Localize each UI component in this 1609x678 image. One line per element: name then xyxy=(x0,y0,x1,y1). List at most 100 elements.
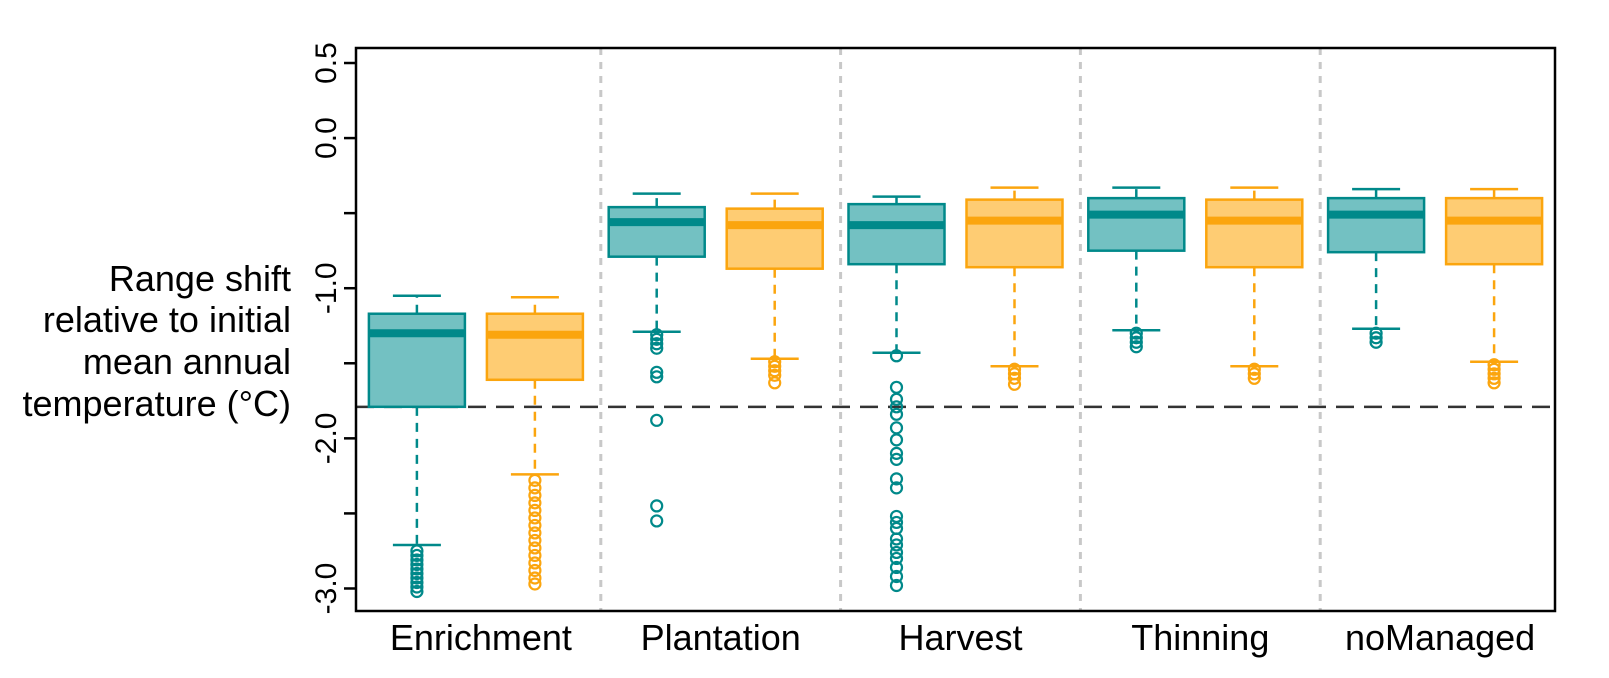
outlier-point xyxy=(1129,326,1143,340)
box-iqr xyxy=(1205,198,1304,269)
outlier-point xyxy=(889,421,904,435)
outlier-point xyxy=(410,553,424,567)
outlier-point xyxy=(1369,335,1383,349)
outlier-point xyxy=(889,400,904,414)
outlier-point xyxy=(889,532,904,546)
outlier-point xyxy=(1487,371,1501,385)
outlier-point xyxy=(1487,358,1501,372)
boxes xyxy=(367,186,1544,599)
outlier-point xyxy=(1007,377,1022,391)
outlier-point xyxy=(528,556,542,570)
outlier-point xyxy=(889,349,904,363)
x-category-label: noManaged xyxy=(1345,617,1535,658)
outlier-point xyxy=(889,481,904,495)
y-tick-label: -2.0 xyxy=(310,412,343,464)
box-iqr xyxy=(965,198,1064,269)
outlier-point xyxy=(1129,335,1143,349)
outlier-point xyxy=(528,571,542,585)
outlier-point xyxy=(650,514,664,528)
box-iqr xyxy=(607,205,706,258)
box-orange-4 xyxy=(1444,187,1544,390)
outlier-point xyxy=(889,433,904,447)
y-tick-label: 0.5 xyxy=(310,42,343,84)
box-iqr xyxy=(1444,196,1544,266)
outlier-point xyxy=(650,370,664,384)
outlier-point xyxy=(1487,376,1501,390)
outlier-point xyxy=(528,548,542,563)
outlier-point xyxy=(1129,340,1143,354)
outlier-point xyxy=(889,407,904,421)
y-axis-label: Range shift relative to initial mean annua… xyxy=(23,258,291,424)
outlier-point xyxy=(650,365,664,379)
outlier-point xyxy=(410,571,424,585)
outlier-point xyxy=(889,452,904,466)
outlier-point xyxy=(528,496,542,510)
box-teal-3 xyxy=(1087,186,1186,354)
outlier-point xyxy=(410,562,424,576)
outlier-point xyxy=(1487,367,1501,381)
outlier-point xyxy=(889,515,904,530)
box-teal-2 xyxy=(847,195,946,593)
box-teal-0 xyxy=(367,294,467,599)
outlier-point xyxy=(410,544,424,558)
y-tick-label: -3.0 xyxy=(310,563,343,615)
outlier-point xyxy=(650,332,664,346)
outlier-point xyxy=(528,518,542,533)
x-axis: Enrichment Plantation Harvest Thinning noMan… xyxy=(390,617,1535,658)
x-category-label: Thinning xyxy=(1131,617,1269,658)
outlier-point xyxy=(889,551,904,566)
outlier-point xyxy=(650,337,664,351)
outlier-point xyxy=(410,566,424,581)
box-orange-0 xyxy=(485,295,585,591)
category-separators xyxy=(599,48,1322,611)
outlier-point xyxy=(528,533,542,548)
outlier-point xyxy=(650,328,664,342)
outlier-point xyxy=(889,545,904,560)
outlier-point xyxy=(889,560,904,575)
y-tick-label: 0.0 xyxy=(310,117,343,159)
outlier-point xyxy=(528,473,542,487)
outlier-point xyxy=(889,578,904,593)
x-category-label: Plantation xyxy=(641,617,801,658)
box-teal-1 xyxy=(607,192,706,528)
outlier-point xyxy=(768,359,782,373)
outlier-point xyxy=(528,503,542,518)
outlier-point xyxy=(889,538,904,552)
outlier-point xyxy=(1369,326,1383,340)
box-orange-3 xyxy=(1205,186,1304,385)
outlier-point xyxy=(768,355,782,369)
box-iqr xyxy=(1326,196,1426,254)
outlier-point xyxy=(1007,371,1022,385)
outlier-point xyxy=(1369,331,1383,345)
y-tick-label: -1.0 xyxy=(310,262,343,314)
y-axis: 0.5 0.0 -1.0 -2.0 -3.0 xyxy=(310,42,356,614)
outlier-point xyxy=(1247,362,1261,376)
x-category-label: Harvest xyxy=(898,617,1022,658)
outlier-point xyxy=(528,541,542,555)
outlier-point xyxy=(1129,331,1143,345)
outlier-point xyxy=(768,376,782,390)
outlier-point xyxy=(1007,362,1022,376)
outlier-point xyxy=(528,488,542,502)
outlier-point xyxy=(528,577,542,591)
outlier-point xyxy=(410,575,424,590)
outlier-point xyxy=(410,557,424,572)
box-orange-1 xyxy=(725,192,824,390)
outlier-point xyxy=(768,368,782,382)
y-axis-label-line: temperature (°C) xyxy=(23,383,291,424)
outlier-point xyxy=(889,380,904,394)
outlier-point xyxy=(410,580,424,594)
outlier-point xyxy=(650,413,664,427)
outlier-point xyxy=(889,472,904,486)
outlier-point xyxy=(528,511,542,525)
box-iqr xyxy=(367,312,467,409)
y-axis-label-line: Range shift xyxy=(109,258,291,299)
outlier-point xyxy=(1487,362,1501,376)
y-axis-label-line: mean annual xyxy=(83,341,291,382)
box-iqr xyxy=(485,312,585,382)
outlier-point xyxy=(889,569,904,584)
outlier-point xyxy=(650,341,664,355)
box-iqr xyxy=(1087,196,1186,252)
outlier-point xyxy=(889,392,904,406)
